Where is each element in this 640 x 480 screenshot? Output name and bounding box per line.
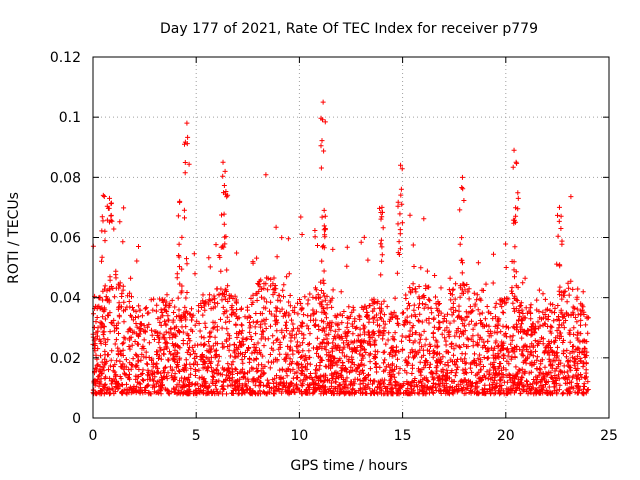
axis-ticks: 0 5 10 15 20 25 0 0.02 0.04 0.06 0.08 0.1 0.12 [50, 50, 618, 444]
x-axis-label: GPS time / hours [290, 458, 407, 474]
data-points [90, 99, 591, 397]
outlier-point [511, 147, 517, 153]
outlier-point [220, 159, 226, 165]
x-tick-label: 15 [394, 428, 412, 444]
outlier-point [398, 162, 404, 168]
outlier-point [320, 99, 326, 105]
y-tick-label: 0.02 [50, 351, 81, 367]
x-tick-label: 10 [290, 428, 308, 444]
outlier-point [100, 192, 106, 198]
outlier-point [222, 168, 228, 174]
y-tick-label: 0.04 [50, 291, 81, 307]
outlier-point [321, 207, 327, 213]
outlier-point [107, 195, 113, 201]
chart-title: Day 177 of 2021, Rate Of TEC Index for r… [160, 21, 538, 37]
outlier-point [513, 159, 519, 165]
y-tick-label: 0 [72, 411, 81, 427]
x-tick-label: 25 [600, 428, 618, 444]
y-tick-label: 0.06 [50, 231, 81, 247]
outlier-point [459, 174, 465, 180]
x-tick-label: 20 [497, 428, 515, 444]
x-tick-label: 0 [89, 428, 98, 444]
y-tick-label: 0.1 [59, 110, 81, 126]
x-tick-label: 5 [192, 428, 201, 444]
outlier-point [177, 198, 183, 204]
y-tick-label: 0.08 [50, 170, 81, 186]
outlier-point [379, 204, 385, 210]
scatter-cloud [90, 115, 591, 397]
y-axis-label: ROTI / TECUs [6, 192, 22, 284]
outlier-point [184, 120, 190, 126]
y-tick-label: 0.12 [50, 50, 81, 66]
outlier-point [556, 204, 562, 210]
